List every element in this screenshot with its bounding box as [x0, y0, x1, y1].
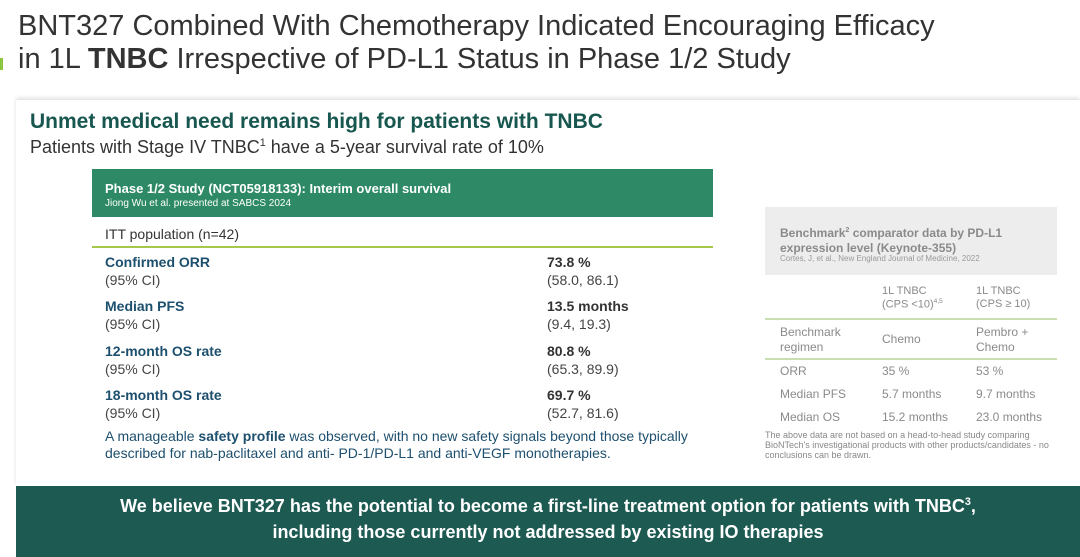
text: have a 5-year survival rate of 10%: [265, 137, 544, 157]
title-line: in 1L TNBC Irrespective of PD-L1 Status …: [18, 43, 791, 76]
footer-line: including those currently not addressed …: [272, 522, 824, 542]
text: Patients with Stage IV TNBC: [30, 137, 260, 157]
column-header: (CPS ≥ 10): [976, 298, 1030, 310]
section-heading: Unmet medical need remains high for pati…: [30, 110, 603, 133]
study-title: Phase 1/2 Study (NCT05918133): Interim o…: [105, 181, 452, 196]
footnote-mark: 1: [259, 137, 266, 149]
row-ci-label: (95% CI): [105, 272, 161, 288]
safety-note: A manageable safety profile was observed…: [105, 428, 705, 462]
benchmark-title: Benchmark2 comparator data by PD-L1 expr…: [780, 222, 1040, 256]
text: comparator data by PD-L1 expression leve…: [780, 226, 1003, 255]
row-label: Confirmed ORR: [105, 254, 210, 270]
text: (CPS ≥ 10): [976, 298, 1031, 310]
content-panel: [16, 100, 1080, 486]
text: safety profile: [198, 428, 286, 444]
row-label: Benchmark regimen: [780, 325, 841, 354]
cell: 5.7 months: [882, 387, 942, 401]
footnote-mark: 3: [964, 496, 971, 508]
divider: [765, 358, 1057, 360]
column-header: 1L TNBC: [976, 285, 1021, 297]
cell: 53 %: [976, 364, 1004, 378]
row-ci-label: (95% CI): [105, 316, 161, 333]
row-ci-label: (95% CI): [105, 360, 161, 377]
column-header: 1L TNBC: [882, 285, 927, 297]
footer-line: We believe BNT327 has the potential to b…: [16, 496, 1080, 517]
title-text: in 1L: [18, 43, 88, 75]
text: (CPS <10): [882, 298, 934, 311]
row-value: 80.8 %: [547, 342, 591, 359]
row-label: 12-month OS rate: [105, 342, 222, 359]
text: A manageable: [105, 428, 199, 444]
title-text: Irrespective of PD-L1 Status in Phase 1/…: [168, 43, 791, 75]
row-ci: (58.0, 86.1): [547, 272, 619, 288]
row-label: Median OS: [780, 410, 841, 424]
cell: Pembro + Chemo: [976, 325, 1029, 354]
row-label: Median PFS: [105, 298, 185, 315]
study-header: Phase 1/2 Study (NCT05918133): Interim o…: [92, 169, 713, 217]
benchmark-header: Benchmark2 comparator data by PD-L1 expr…: [765, 207, 1057, 275]
row-value: 69.7 %: [547, 386, 591, 403]
population: ITT population (n=42): [105, 226, 239, 242]
footnote-mark: 4,5: [933, 298, 943, 305]
row-ci: (52.7, 81.6): [547, 404, 619, 421]
row-value: 73.8 %: [547, 254, 591, 270]
study-subtitle: Jiong Wu et al. presented at SABCS 2024: [105, 198, 292, 209]
disclaimer: The above data are not based on a head-t…: [765, 430, 1049, 460]
text: Benchmark: [780, 226, 846, 240]
text: ,: [970, 496, 976, 516]
text: We believe BNT327 has the potential to b…: [120, 496, 965, 516]
row-label: ORR: [780, 364, 807, 378]
footnote-mark: 2: [845, 225, 850, 234]
cell: 35 %: [882, 364, 910, 378]
cell: 15.2 months: [882, 410, 949, 424]
row-label: 18-month OS rate: [105, 386, 222, 403]
row-value: 13.5 months: [547, 298, 629, 315]
title-line: BNT327 Combined With Chemotherapy Indica…: [18, 10, 935, 42]
accent-mark: [0, 58, 3, 70]
divider: [92, 246, 713, 248]
row-ci: (65.3, 89.9): [547, 360, 619, 377]
text: was observed, with no new safety signals…: [105, 428, 688, 461]
row-label: Median PFS: [780, 387, 847, 401]
column-header: (CPS <10)4,5: [882, 298, 943, 311]
cell: 9.7 months: [976, 387, 1036, 401]
row-ci-label: (95% CI): [105, 404, 161, 421]
section-subtext: Patients with Stage IV TNBC1 have a 5-ye…: [30, 137, 544, 158]
title-text: TNBC: [87, 43, 169, 75]
row-ci: (9.4, 19.3): [547, 316, 611, 333]
cell: Chemo: [882, 332, 921, 346]
footer: We believe BNT327 has the potential to b…: [16, 486, 1080, 557]
divider: [765, 318, 1057, 320]
benchmark-citation: Cortes, J, et al., New England Journal o…: [780, 254, 980, 263]
cell: 23.0 months: [976, 410, 1043, 424]
